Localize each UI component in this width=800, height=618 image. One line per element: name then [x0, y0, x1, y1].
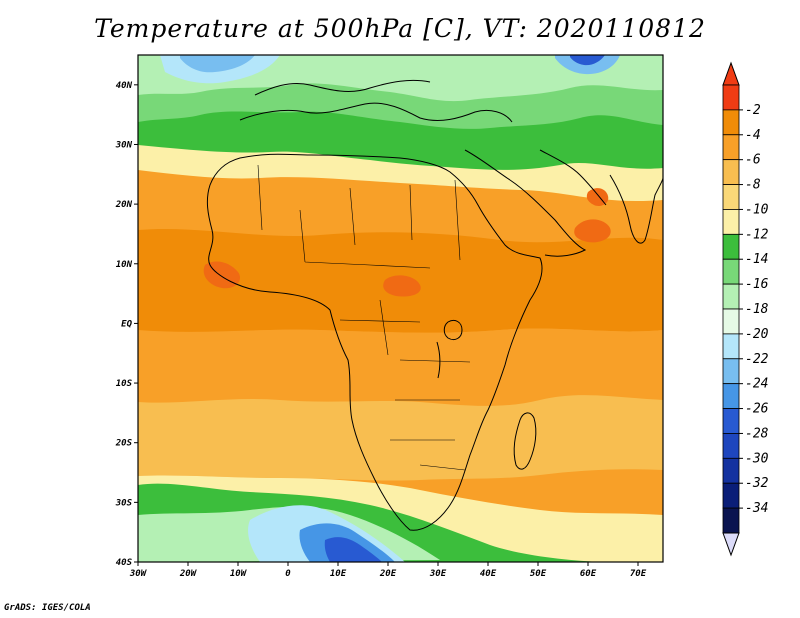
europe-coastline [239, 79, 513, 123]
colorbar-label: -12 [745, 227, 769, 242]
africa-coastline [206, 153, 543, 531]
country-borders [257, 164, 471, 471]
lat-tick-label: 40S [116, 558, 133, 568]
map-title: Temperature at 500hPa [C], VT: 202011081… [94, 14, 706, 43]
colorbar-label: -32 [745, 476, 769, 491]
lon-tick-label: 20W [179, 569, 198, 579]
lon-tick-label: 10W [230, 569, 248, 579]
lat-tick-label: 20S [115, 439, 133, 449]
lake-victoria [443, 319, 463, 341]
warm-patch-central-africa [383, 275, 421, 297]
latitude-axis: 40N 30N 20N 10N EQ 10S 20S 30S 40S [115, 81, 138, 568]
colorbar-label: -8 [745, 178, 761, 193]
colorbar-swatch [722, 308, 740, 335]
colorbar-swatch [722, 209, 740, 235]
india-coastline [609, 174, 663, 244]
madagascar-coastline [513, 412, 537, 470]
colorbar-swatch [722, 283, 740, 310]
colorbar-swatch [722, 408, 740, 434]
colorbar-swatch [722, 233, 740, 260]
colorbar-label: -14 [745, 252, 768, 267]
colorbar-label: -30 [745, 451, 769, 466]
colorbar-label: -10 [745, 202, 769, 217]
colorbar-swatch [722, 134, 740, 161]
lat-tick-label: 10N [116, 260, 133, 270]
contour-band-minus6-tropics [138, 328, 663, 406]
longitude-axis: 30W 20W 10W 0 10E 20E 30E 40E 50E 60E 70E [129, 562, 647, 579]
arabia-coastline [464, 149, 607, 257]
contour-band-minus28-south [324, 537, 382, 562]
lon-tick-label: 40E [480, 569, 497, 579]
colorbar-label: -26 [745, 402, 769, 417]
colorbar-swatch [722, 84, 740, 111]
warm-patch-arabian-sea [574, 219, 611, 243]
colorbar-swatch [722, 258, 740, 285]
lon-tick-label: 30E [429, 569, 447, 579]
lon-tick-label: 60E [580, 569, 597, 579]
lon-tick-label: 30W [129, 569, 148, 579]
colorbar-swatch [722, 184, 740, 210]
map-plot-area [138, 55, 663, 562]
colorbar-label: -4 [745, 128, 761, 143]
plot-border [137, 54, 664, 563]
colorbar-label: -28 [745, 426, 769, 441]
colorbar-label: -2 [745, 103, 761, 118]
lat-tick-label: 10S [116, 379, 133, 389]
lat-tick-label: 20N [115, 200, 133, 210]
lat-tick-label: 40N [116, 81, 133, 91]
lon-tick-label: 20E [379, 569, 397, 579]
colorbar-swatch [722, 507, 740, 534]
lake-tanganyika [436, 341, 441, 379]
colorbar-label: -6 [745, 153, 761, 168]
colorbar-bottom-triangle [722, 532, 740, 557]
colorbar-swatch [722, 333, 740, 360]
colorbar-swatch [722, 482, 740, 509]
colorbar-swatch [722, 159, 740, 185]
lat-tick-label: 30S [115, 498, 133, 508]
colorbar-label: -16 [745, 277, 769, 292]
lon-tick-label: 0 [285, 569, 291, 579]
lat-tick-label: 30N [115, 140, 133, 150]
lat-tick-label: EQ [121, 319, 132, 329]
colorbar: -2 -4 -6 -8 -10 -12 -14 -16 -18 -20 -22 -24 -26 -28 -3… [722, 61, 769, 557]
colorbar-swatch [722, 433, 740, 459]
colorbar-swatch [722, 358, 740, 385]
lon-tick-label: 70E [630, 569, 647, 579]
colorbar-swatch [722, 383, 740, 409]
lon-tick-label: 50E [530, 569, 547, 579]
colorbar-label: -20 [745, 327, 769, 342]
contour-band-minus28-northeast [570, 55, 605, 66]
contour-band-minus24-north [180, 55, 255, 73]
colorbar-label: -18 [745, 302, 769, 317]
grads-credit: GrADS: IGES/COLA [4, 603, 91, 613]
colorbar-swatch [722, 457, 740, 484]
contour-band-minus18-north [138, 55, 663, 102]
contour-band-minus8-south [138, 395, 663, 481]
colorbar-label: -24 [745, 377, 768, 392]
colorbar-label: -34 [745, 501, 768, 516]
colorbar-top-triangle [722, 61, 740, 86]
colorbar-label: -22 [745, 352, 769, 367]
coastlines [206, 79, 663, 531]
colorbar-swatch [722, 109, 740, 136]
lon-tick-label: 10E [330, 569, 347, 579]
